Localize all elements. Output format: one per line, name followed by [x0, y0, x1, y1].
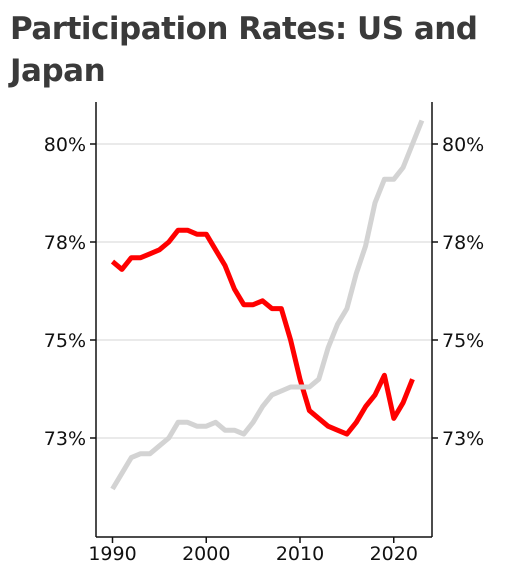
axes: 73% 73% 75% 75% 78% 78% 80% 80% 1990 2000 2010 2020 — [44, 102, 484, 565]
y-tick-label-right: 73% — [442, 428, 484, 450]
y-tick-label-right: 78% — [442, 232, 484, 254]
y-tick-label-right: 75% — [442, 330, 484, 352]
x-tick-label: 2000 — [182, 543, 230, 565]
x-tick-label: 2010 — [276, 543, 324, 565]
series-lines — [110, 119, 425, 491]
chart-title: Participation Rates: US and Japan — [10, 11, 478, 89]
series-line-1 — [110, 227, 415, 437]
y-tick-label-left: 73% — [44, 428, 86, 450]
y-tick-label-right: 80% — [442, 134, 484, 156]
x-tick-label: 2020 — [370, 543, 418, 565]
y-tick-label-left: 75% — [44, 330, 86, 352]
y-tick-label-left: 78% — [44, 232, 86, 254]
grid-lines — [96, 143, 432, 439]
x-tick-label: 1990 — [88, 543, 136, 565]
series-line-2 — [110, 119, 425, 491]
y-tick-label-left: 80% — [44, 134, 86, 156]
